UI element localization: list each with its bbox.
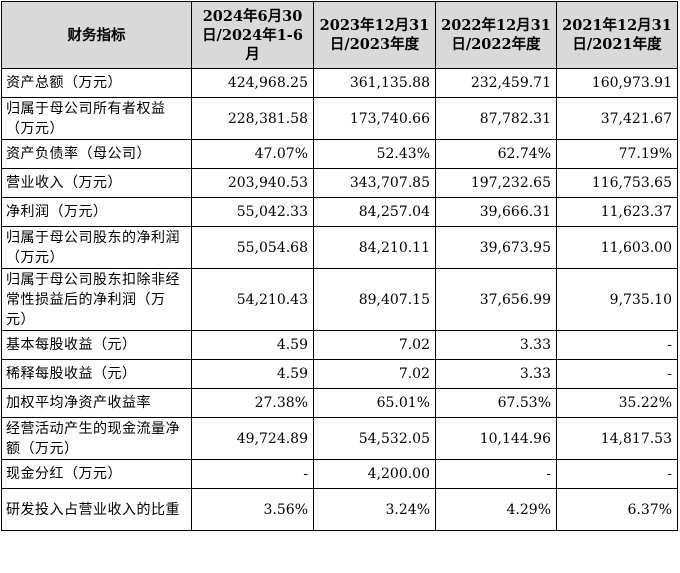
cell-value: 3.33 bbox=[435, 359, 557, 389]
cell-value: 232,459.71 bbox=[435, 68, 557, 98]
table-row: 现金分红（万元） - 4,200.00 - - bbox=[1, 459, 678, 489]
cell-value: 11,623.37 bbox=[556, 197, 678, 227]
cell-value: 52.43% bbox=[313, 139, 436, 169]
financial-indicators-table: 财务指标 2024年6月30日/2024年1-6月 2023年12月31日/20… bbox=[1, 1, 678, 531]
cell-value: 6.37% bbox=[556, 488, 678, 531]
cell-value: 9,735.10 bbox=[556, 268, 678, 331]
cell-value: 65.01% bbox=[313, 388, 436, 418]
cell-value: 361,135.88 bbox=[313, 68, 436, 98]
row-label: 经营活动产生的现金流量净额（万元） bbox=[1, 417, 192, 460]
cell-value: - bbox=[556, 330, 678, 360]
cell-value: - bbox=[435, 459, 557, 489]
cell-value: 39,673.95 bbox=[435, 226, 557, 269]
cell-value: 55,054.68 bbox=[191, 226, 314, 269]
cell-value: 7.02 bbox=[313, 330, 436, 360]
cell-value: 84,257.04 bbox=[313, 197, 436, 227]
cell-value: 7.02 bbox=[313, 359, 436, 389]
cell-value: - bbox=[556, 359, 678, 389]
header-period-2021: 2021年12月31日/2021年度 bbox=[556, 1, 678, 69]
cell-value: 173,740.66 bbox=[313, 97, 436, 140]
row-label: 净利润（万元） bbox=[1, 197, 192, 227]
header-period-2022: 2022年12月31日/2022年度 bbox=[435, 1, 557, 69]
cell-value: 203,940.53 bbox=[191, 168, 314, 198]
table-row: 稀释每股收益（元） 4.59 7.02 3.33 - bbox=[1, 359, 678, 389]
cell-value: - bbox=[556, 459, 678, 489]
header-period-2024h1: 2024年6月30日/2024年1-6月 bbox=[191, 1, 314, 69]
row-label: 归属于母公司所有者权益（万元） bbox=[1, 97, 192, 140]
cell-value: 49,724.89 bbox=[191, 417, 314, 460]
cell-value: 54,210.43 bbox=[191, 268, 314, 331]
cell-value: 37,421.67 bbox=[556, 97, 678, 140]
table-row: 营业收入（万元） 203,940.53 343,707.85 197,232.6… bbox=[1, 168, 678, 198]
cell-value: 55,042.33 bbox=[191, 197, 314, 227]
cell-value: 116,753.65 bbox=[556, 168, 678, 198]
cell-value: 160,973.91 bbox=[556, 68, 678, 98]
table-row: 归属于母公司股东的净利润（万元） 55,054.68 84,210.11 39,… bbox=[1, 226, 678, 269]
table-header-row: 财务指标 2024年6月30日/2024年1-6月 2023年12月31日/20… bbox=[1, 1, 678, 69]
cell-value: 67.53% bbox=[435, 388, 557, 418]
row-label: 归属于母公司股东的净利润（万元） bbox=[1, 226, 192, 269]
cell-value: 4,200.00 bbox=[313, 459, 436, 489]
cell-value: 3.33 bbox=[435, 330, 557, 360]
row-label: 资产总额（万元） bbox=[1, 68, 192, 98]
cell-value: 27.38% bbox=[191, 388, 314, 418]
row-label: 稀释每股收益（元） bbox=[1, 359, 192, 389]
table-row: 净利润（万元） 55,042.33 84,257.04 39,666.31 11… bbox=[1, 197, 678, 227]
cell-value: 343,707.85 bbox=[313, 168, 436, 198]
table-row: 加权平均净资产收益率 27.38% 65.01% 67.53% 35.22% bbox=[1, 388, 678, 418]
row-label: 基本每股收益（元） bbox=[1, 330, 192, 360]
row-label: 研发投入占营业收入的比重 bbox=[1, 488, 192, 531]
cell-value: 87,782.31 bbox=[435, 97, 557, 140]
cell-value: 3.56% bbox=[191, 488, 314, 531]
row-label: 加权平均净资产收益率 bbox=[1, 388, 192, 418]
table-row: 归属于母公司所有者权益（万元） 228,381.58 173,740.66 87… bbox=[1, 97, 678, 140]
cell-value: 11,603.00 bbox=[556, 226, 678, 269]
row-label: 营业收入（万元） bbox=[1, 168, 192, 198]
table-row: 研发投入占营业收入的比重 3.56% 3.24% 4.29% 6.37% bbox=[1, 488, 678, 531]
cell-value: 37,656.99 bbox=[435, 268, 557, 331]
cell-value: 47.07% bbox=[191, 139, 314, 169]
cell-value: 84,210.11 bbox=[313, 226, 436, 269]
row-label: 现金分红（万元） bbox=[1, 459, 192, 489]
cell-value: 39,666.31 bbox=[435, 197, 557, 227]
row-label: 资产负债率（母公司） bbox=[1, 139, 192, 169]
table-row: 基本每股收益（元） 4.59 7.02 3.33 - bbox=[1, 330, 678, 360]
cell-value: 14,817.53 bbox=[556, 417, 678, 460]
table-row: 资产总额（万元） 424,968.25 361,135.88 232,459.7… bbox=[1, 68, 678, 98]
cell-value: 35.22% bbox=[556, 388, 678, 418]
cell-value: 228,381.58 bbox=[191, 97, 314, 140]
row-label: 归属于母公司股东扣除非经常性损益后的净利润（万元） bbox=[1, 268, 192, 331]
cell-value: 4.59 bbox=[191, 330, 314, 360]
table-row: 经营活动产生的现金流量净额（万元） 49,724.89 54,532.05 10… bbox=[1, 417, 678, 460]
header-period-2023: 2023年12月31日/2023年度 bbox=[313, 1, 436, 69]
table-row: 归属于母公司股东扣除非经常性损益后的净利润（万元） 54,210.43 89,4… bbox=[1, 268, 678, 331]
table-row: 资产负债率（母公司） 47.07% 52.43% 62.74% 77.19% bbox=[1, 139, 678, 169]
cell-value: 424,968.25 bbox=[191, 68, 314, 98]
cell-value: 3.24% bbox=[313, 488, 436, 531]
cell-value: 77.19% bbox=[556, 139, 678, 169]
cell-value: 89,407.15 bbox=[313, 268, 436, 331]
cell-value: 62.74% bbox=[435, 139, 557, 169]
cell-value: 197,232.65 bbox=[435, 168, 557, 198]
cell-value: 10,144.96 bbox=[435, 417, 557, 460]
cell-value: 4.29% bbox=[435, 488, 557, 531]
cell-value: - bbox=[191, 459, 314, 489]
cell-value: 54,532.05 bbox=[313, 417, 436, 460]
header-indicator: 财务指标 bbox=[1, 1, 192, 69]
cell-value: 4.59 bbox=[191, 359, 314, 389]
